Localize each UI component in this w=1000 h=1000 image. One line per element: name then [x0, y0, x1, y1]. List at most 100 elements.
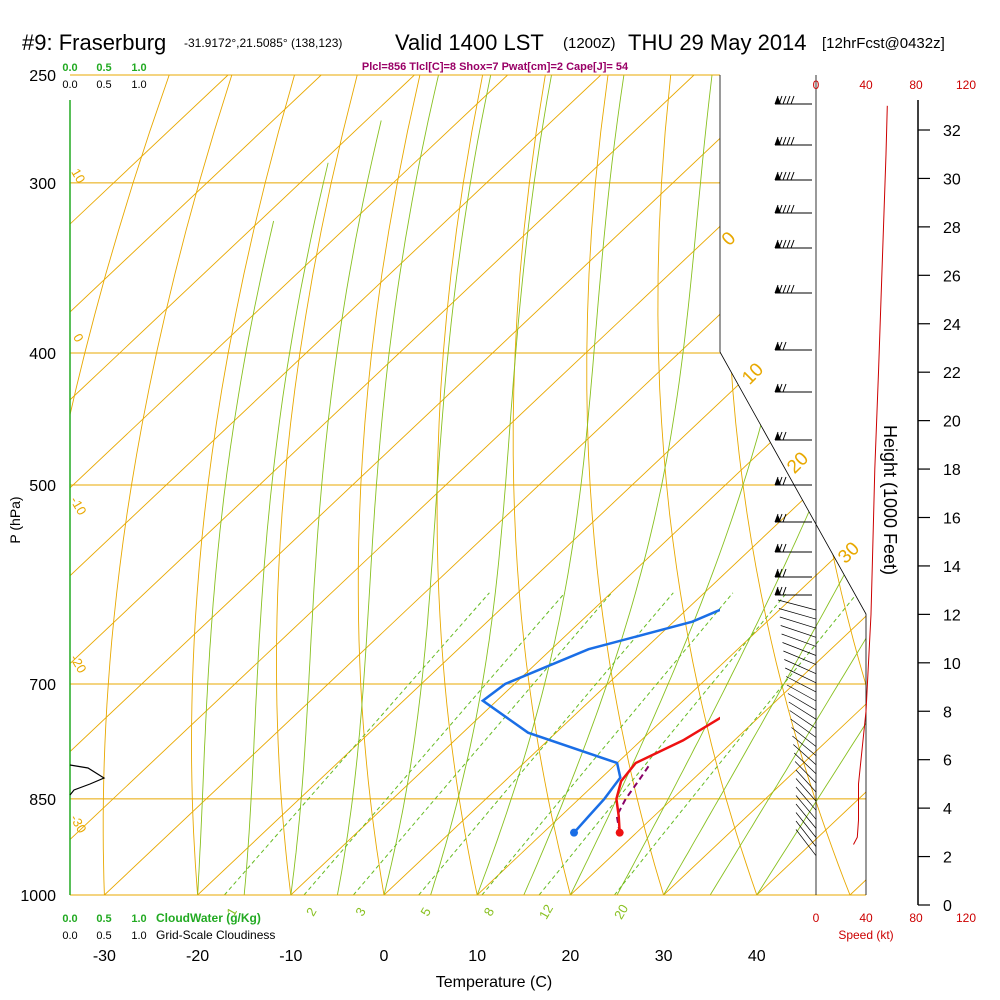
cloud-scale-bottom: 0.0 0.5 1.0 CloudWater (g/Kg) 0.0 0.5 1.…: [62, 911, 275, 942]
x-axis-label: Temperature (C): [436, 974, 552, 991]
wind-fan-line: [792, 735, 817, 756]
mixing-ratio-label: 5: [417, 905, 434, 919]
dry-adiabat: [657, 75, 758, 895]
dry-adiabat: [102, 75, 233, 895]
moist-adiabat: [709, 75, 866, 895]
height-tick-label: 6: [943, 753, 952, 770]
mixing-ratio-line: [481, 592, 734, 895]
mixing-ratio-label: 8: [481, 905, 498, 919]
dry-adiabat: [858, 75, 866, 895]
plot-frame: [69, 74, 867, 896]
speed-tick-bottom: 40: [859, 911, 873, 925]
cloudiness-bottom-0: 0.0: [62, 930, 77, 942]
isotherm-label-left: 10: [68, 166, 88, 186]
speed-tick-top: 0: [813, 78, 820, 92]
surface-temperature-marker: [615, 828, 624, 837]
dry-adiabat: [70, 75, 170, 895]
wind-fan-line: [793, 752, 817, 775]
y-axis-label: P (hPa): [7, 496, 23, 543]
wind-fan-line: [783, 650, 817, 665]
moist-adiabat: [197, 220, 275, 895]
dry-adiabat: [191, 75, 295, 895]
wind-barb: [774, 513, 812, 523]
parcel-trace: [615, 762, 652, 833]
height-tick-label: 30: [943, 171, 961, 188]
dry-adiabat: [512, 75, 571, 895]
mixing-ratio-label: 12: [536, 902, 556, 922]
wind-fan-line: [795, 803, 817, 829]
wind-fan-line: [788, 701, 817, 720]
isotherm: [943, 75, 1000, 895]
wind-barbs: [774, 95, 812, 596]
wind-fan-line: [777, 599, 817, 611]
moist-adiabat: [523, 75, 713, 895]
moist-adiabat: [336, 75, 439, 895]
cloudiness-top-2: 1.0: [131, 79, 146, 91]
wind-barb: [774, 204, 812, 214]
cloudiness-bottom-1: 0.5: [96, 930, 111, 942]
cloudiness-profile: [69, 764, 106, 796]
wind-fan-line: [795, 786, 817, 811]
x-tick-label: 40: [748, 948, 766, 965]
height-tick-label: 12: [943, 607, 961, 624]
background-lines: [70, 75, 1000, 895]
cloud-water-top-1: 0.5: [96, 62, 111, 74]
pressure-tick-label: 500: [29, 478, 56, 495]
wind-barb: [774, 543, 812, 553]
wind-fan-line: [795, 820, 817, 847]
height-tick-label: 18: [943, 462, 961, 479]
cloud-water-bottom-1: 0.5: [96, 913, 111, 925]
wind-fan-line: [791, 727, 817, 747]
height-tick-label: 22: [943, 365, 961, 382]
speed-label: Speed (kt): [838, 928, 893, 942]
wind-fan-line: [795, 769, 817, 793]
wind-barb: [774, 341, 812, 351]
temperature-line: [615, 716, 720, 833]
pressure-tick-label: 300: [29, 176, 56, 193]
profiles: [480, 608, 720, 837]
forecast-info: [12hrFcst@0432z]: [822, 35, 945, 52]
wind-fan-line: [785, 667, 817, 684]
wind-fan-line: [780, 625, 817, 638]
cloud-scale-top: 0.0 0.5 1.0 0.0 0.5 1.0: [62, 62, 146, 91]
isotherm: [70, 75, 229, 895]
height-tick-label: 32: [943, 123, 961, 140]
isotherm: [290, 75, 866, 895]
height-tick-label: 2: [943, 850, 952, 867]
speed-scale-bottom: 0 40 80 120: [813, 911, 977, 925]
mixing-ratio-line: [303, 592, 566, 895]
wind-fan-line: [794, 761, 817, 784]
height-tick-label: 14: [943, 559, 961, 576]
moist-adiabat: [756, 75, 866, 895]
mixing-ratio-line: [224, 592, 490, 895]
mixing-ratio-label: 3: [352, 905, 369, 919]
wind-fan-lines: [777, 599, 817, 856]
pressure-tick-label: 250: [29, 68, 56, 85]
cloudiness-label: Grid-Scale Cloudiness: [156, 928, 275, 942]
wind-barb: [774, 239, 812, 249]
isotherm: [476, 75, 866, 895]
station-title: #9: Fraserburg: [22, 30, 166, 55]
wind-fan-line: [793, 744, 817, 765]
zulu-time: (1200Z): [563, 35, 616, 52]
isotherm-label-right: 0: [718, 228, 740, 250]
wind-fan-line: [795, 795, 817, 820]
wind-fan-line: [787, 693, 817, 711]
moist-adiabat: [616, 75, 866, 895]
wind-fan-line: [779, 616, 817, 629]
dry-adiabat: [276, 75, 358, 895]
isotherm: [70, 75, 602, 895]
dry-adiabat: [436, 75, 484, 895]
pressure-tick-label: 1000: [20, 888, 56, 905]
pressure-tick-label: 400: [29, 346, 56, 363]
speed-tick-bottom: 120: [956, 911, 976, 925]
dry-adiabat: [922, 75, 1000, 895]
wind-fan-line: [790, 718, 817, 738]
wind-barb: [774, 284, 812, 294]
valid-time: Valid 1400 LST: [395, 30, 544, 55]
mixing-ratio-line: [538, 592, 788, 895]
wind-fan-line: [786, 684, 817, 702]
cloudiness-bottom-2: 1.0: [131, 930, 146, 942]
wind-fan-line: [784, 659, 817, 675]
